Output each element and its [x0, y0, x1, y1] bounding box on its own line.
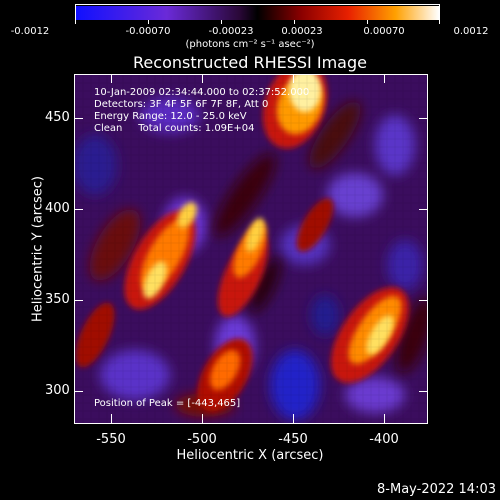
y-tick-label: 350	[45, 292, 70, 307]
colorbar-tick-label: 0.00023	[281, 26, 323, 37]
peak-position: Position of Peak = [-443,465]	[94, 398, 241, 409]
colorbar-tick-label: -0.00023	[208, 26, 254, 37]
x-tick-label: -550	[96, 432, 126, 447]
y-tick-mark	[419, 209, 428, 210]
detectors-info: Detectors: 3F 4F 5F 6F 7F 8F, Att 0	[94, 99, 269, 110]
colorbar-tick-mark	[439, 20, 440, 24]
x-tick-mark	[293, 74, 294, 83]
colorbar-tick-label: 0.00070	[363, 26, 405, 37]
colorbar-units: (photons cm⁻² s⁻¹ asec⁻²)	[185, 39, 315, 50]
colorbar-tick-label: -0.00070	[125, 26, 171, 37]
x-tick-label: -450	[278, 432, 308, 447]
image-title: Reconstructed RHESSI Image	[133, 53, 367, 72]
colorbar-tick-label: -0.0012	[10, 26, 50, 37]
y-tick-label: 450	[45, 110, 70, 125]
y-tick-mark	[74, 300, 83, 301]
y-tick-mark	[419, 391, 428, 392]
colorbar-gradient	[76, 6, 439, 20]
x-tick-mark	[111, 74, 112, 83]
y-tick-label: 400	[45, 201, 70, 216]
x-axis-label: Heliocentric X (arcsec)	[176, 448, 324, 463]
x-tick-label: -400	[369, 432, 399, 447]
y-tick-label: 300	[45, 383, 70, 398]
energy-range: Energy Range: 12.0 - 25.0 keV	[94, 111, 247, 122]
x-tick-mark	[384, 414, 385, 423]
y-tick-mark	[74, 391, 83, 392]
generation-timestamp: 8-May-2022 14:03	[377, 482, 496, 497]
colorbar-tick-mark	[294, 20, 295, 24]
y-tick-mark	[419, 300, 428, 301]
x-tick-mark	[384, 74, 385, 83]
x-tick-mark	[202, 414, 203, 423]
y-axis-label: Heliocentric Y (arcsec)	[30, 176, 46, 322]
x-tick-label: -500	[187, 432, 217, 447]
y-tick-mark	[74, 118, 83, 119]
colorbar-tick-mark	[148, 20, 149, 24]
y-tick-mark	[74, 209, 83, 210]
x-tick-mark	[293, 414, 294, 423]
x-tick-mark	[202, 74, 203, 83]
rhessi-image	[74, 74, 428, 424]
colorbar-tick-mark	[75, 20, 76, 24]
method-and-counts: Clean Total counts: 1.09E+04	[94, 123, 255, 134]
x-tick-mark	[111, 414, 112, 423]
rhessi-image-map	[75, 75, 427, 423]
colorbar-tick-label: 0.0012	[453, 26, 489, 37]
colorbar-tick-mark	[221, 20, 222, 24]
observation-time: 10-Jan-2009 02:34:44.000 to 02:37:52.000	[94, 87, 310, 98]
colorbar	[75, 4, 440, 20]
y-tick-mark	[419, 118, 428, 119]
colorbar-tick-mark	[367, 20, 368, 24]
